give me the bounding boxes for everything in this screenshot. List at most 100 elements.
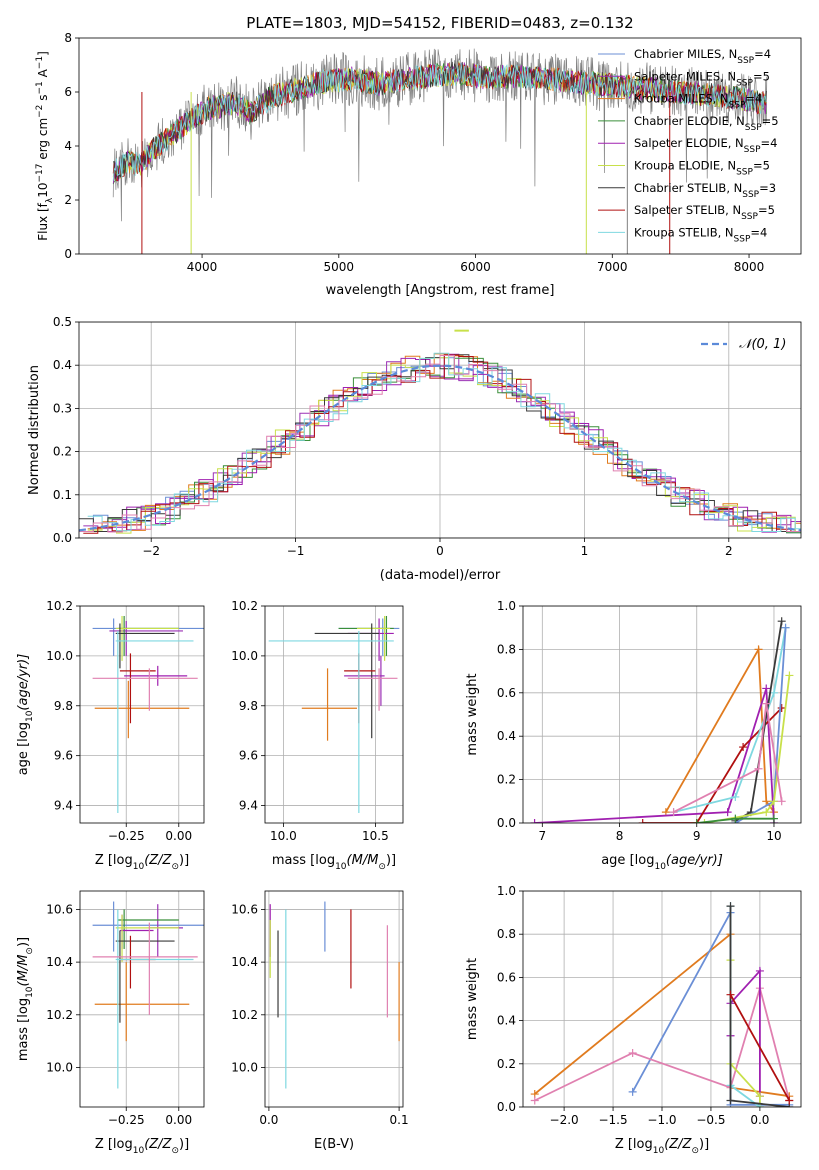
label-part: SSP [742, 190, 759, 200]
label-part: )] [179, 1137, 189, 1152]
label-part: Z [log [95, 853, 133, 868]
y-tick-label: 10.2 [46, 1008, 73, 1022]
label-part: −17 [35, 164, 45, 183]
label-part: )] [16, 937, 31, 947]
weight_vs_Z-plot-area [523, 891, 801, 1107]
weight-marker [762, 808, 771, 817]
y-tick-label: 0.3 [53, 401, 72, 415]
x-tick-label: −1.0 [647, 1113, 676, 1127]
legend-entry: Salpeter STELIB, NSSP=5 [634, 203, 775, 222]
weight-marker [762, 699, 771, 708]
label-part: ⊙ [378, 862, 386, 872]
legend-entry: Kroupa STELIB, NSSP=4 [634, 225, 767, 244]
label-part: SSP [744, 145, 761, 155]
y-tick-label: 10.2 [231, 1008, 258, 1022]
label-part: 10 [653, 1146, 665, 1156]
histogram-series [87, 357, 801, 534]
y-tick-label: 0.2 [53, 445, 72, 459]
y-tick-label: 6 [64, 85, 72, 99]
label-part: 10 [36, 183, 50, 198]
spectrum-panel: 4000 5000 6000 7000 8000 0 2 4 6 8 PLATE=1803, MJD… [35, 14, 802, 298]
weight-marker [754, 764, 763, 773]
y-tick-label: 9.8 [239, 699, 258, 713]
x-tick-label: 0.00 [165, 1113, 192, 1127]
label-part: Chabrier STELIB, N [634, 181, 742, 195]
y-tick-label: 10.0 [231, 1060, 258, 1074]
x-axis-label: age [log10(age/yr)] [601, 853, 723, 872]
axes-frame [522, 605, 802, 824]
weight-marker [628, 1087, 637, 1096]
label-part: =4 [761, 136, 778, 150]
legend-entry: Kroupa MILES, NSSP=4 [634, 92, 762, 111]
x-tick-label: 0.0 [750, 1113, 769, 1127]
weight-line [729, 994, 791, 1101]
x-tick-label: 8000 [734, 260, 765, 274]
weight-line [673, 703, 783, 813]
label-part: mass [log [272, 853, 335, 868]
label-part: −1 [35, 81, 45, 94]
label-part: ⊙ [691, 1146, 699, 1156]
label-part: Z [log [95, 1137, 133, 1152]
label-part: (age/yr)] [666, 853, 723, 868]
label-part: =4 [745, 92, 762, 106]
label-part: Flux [f [36, 202, 50, 240]
label-part: Chabrier MILES, N [634, 47, 737, 61]
model-spectrum-line [112, 62, 767, 181]
weight-marker [692, 819, 701, 823]
label-part: )] [386, 853, 396, 868]
residuals-panel: −2 −1 0 1 2 0.0 0.1 0.2 0.3 0.4 0.5 𝒩(0, 1) (data-mo… [27, 315, 802, 583]
histogram-series [87, 353, 801, 532]
label-part: SSP [736, 168, 753, 178]
x-tick-label: 6000 [460, 260, 491, 274]
y-tick-label: 0.6 [497, 686, 516, 700]
axes-frame [79, 890, 205, 1108]
weight-marker [638, 819, 647, 823]
mass_vs_Z-plot-area [80, 891, 204, 1107]
histogram-series [79, 355, 801, 533]
y-tick-label: 10.0 [231, 649, 258, 663]
label-part: SSP [741, 212, 758, 222]
y-tick-label: 0.0 [497, 1100, 516, 1114]
x-tick-label: −2.0 [550, 1113, 579, 1127]
y-axis-label: mass [log10(M/M⊙)] [16, 937, 35, 1061]
weight-marker [777, 797, 786, 806]
y-tick-label: 0.8 [497, 927, 516, 941]
x-tick-label: −0.25 [108, 829, 145, 843]
label-part: )] [699, 1137, 709, 1152]
x-tick-label: 7000 [597, 260, 628, 274]
x-axis-label: Z [log10(Z/Z⊙)] [95, 1137, 189, 1156]
weight-marker [739, 743, 748, 752]
label-part: (age/yr)] [16, 654, 31, 711]
residuals-plot-area [79, 322, 801, 538]
x-tick-label: 0.1 [390, 1113, 409, 1127]
weight-marker [755, 1092, 764, 1101]
weight-marker [762, 684, 771, 693]
weight-marker [785, 671, 794, 680]
normal-curve [79, 364, 801, 532]
y-tick-label: 0.0 [497, 816, 516, 830]
label-part: 10 [133, 862, 145, 872]
x-tick-label: 8 [616, 829, 624, 843]
label-part: 10 [25, 710, 35, 722]
legend-entry: Salpeter MILES, NSSP=5 [634, 69, 770, 88]
label-part: =4 [754, 47, 771, 61]
label-part: SSP [734, 234, 751, 244]
x-tick-label: 10.0 [270, 829, 297, 843]
y-tick-label: 10.2 [46, 599, 73, 613]
label-part: 10 [654, 862, 666, 872]
axes-frame [79, 605, 205, 824]
label-part: 10 [133, 1146, 145, 1156]
y-tick-label: 0.8 [497, 642, 516, 656]
x-axis-label: Z [log10(Z/Z⊙)] [615, 1137, 709, 1156]
weight-marker [777, 617, 786, 626]
weight-line [729, 960, 761, 1107]
y-tick-label: 10.0 [46, 1060, 73, 1074]
label-part: s [36, 95, 50, 105]
y-tick-label: 10.6 [46, 902, 73, 916]
weight-line [729, 906, 761, 1107]
y-tick-label: 10.4 [46, 955, 73, 969]
legend-entry: Salpeter ELODIE, NSSP=4 [634, 136, 777, 155]
